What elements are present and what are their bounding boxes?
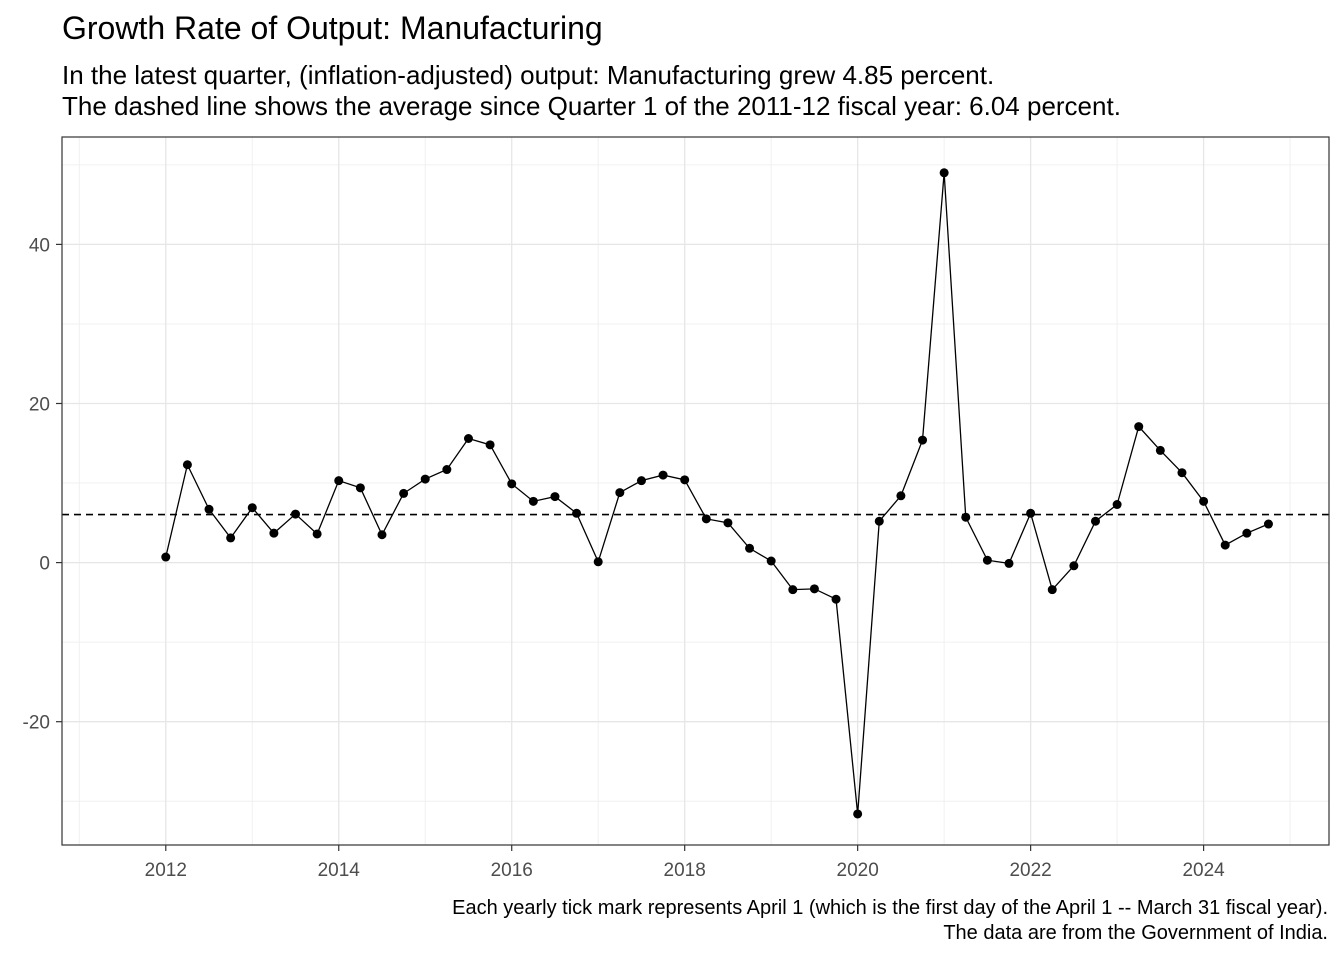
data-point [485, 440, 495, 450]
y-tick-label: 40 [29, 235, 50, 256]
data-point [745, 543, 755, 553]
plot-panel-border [61, 136, 1330, 846]
data-point [269, 528, 279, 538]
data-point [809, 584, 819, 594]
data-point [723, 518, 733, 528]
data-point [1242, 528, 1252, 538]
data-point [1220, 540, 1230, 550]
data-point [1112, 500, 1122, 510]
data-point [528, 496, 538, 506]
data-point [312, 529, 322, 539]
data-point [355, 483, 365, 493]
chart-subtitle-line2: The dashed line shows the average since … [62, 91, 1121, 121]
data-point [1134, 422, 1144, 432]
data-point [1004, 558, 1014, 568]
data-point [788, 585, 798, 595]
caption-line2: The data are from the Government of Indi… [943, 922, 1328, 944]
data-point [463, 433, 473, 443]
data-point [982, 555, 992, 565]
data-point [1177, 468, 1187, 478]
y-tick-label: -20 [23, 713, 50, 734]
data-point [399, 488, 409, 498]
data-point [939, 168, 949, 178]
data-point [701, 514, 711, 524]
chart-title: Growth Rate of Output: Manufacturing [62, 10, 603, 46]
x-tick-label: 2018 [664, 860, 706, 881]
data-point [831, 594, 841, 604]
data-point [636, 476, 646, 486]
data-point [918, 435, 928, 445]
data-point [1047, 585, 1057, 595]
x-tick-label: 2022 [1009, 860, 1051, 881]
data-point [896, 491, 906, 501]
series-layer [161, 168, 1273, 819]
chart-subtitle-line1: In the latest quarter, (inflation-adjust… [62, 60, 995, 90]
series-line [165, 172, 1269, 815]
data-point [377, 530, 387, 540]
data-point [1263, 519, 1273, 529]
data-point [161, 552, 171, 562]
data-point [853, 809, 863, 819]
data-point [247, 503, 257, 513]
data-point [1199, 496, 1209, 506]
data-point [1069, 561, 1079, 571]
data-point [1155, 445, 1165, 455]
data-point [550, 492, 560, 502]
x-tick-label: 2020 [837, 860, 879, 881]
data-point [334, 476, 344, 486]
data-point [442, 465, 452, 475]
major-gridlines [62, 137, 1329, 845]
data-point [572, 508, 582, 518]
data-point [1090, 516, 1100, 526]
data-point [680, 475, 690, 485]
data-point [766, 556, 776, 566]
data-point [1026, 508, 1036, 518]
data-point [291, 509, 301, 519]
data-point [658, 470, 668, 480]
axes-layer: 2012 2014 2016 2018 2020 2022 2024 -20 0 20 40 [23, 235, 1226, 881]
caption-line1: Each yearly tick mark represents April 1… [452, 897, 1328, 919]
data-point [593, 557, 603, 567]
data-point [874, 516, 884, 526]
x-tick-label: 2012 [145, 860, 187, 881]
data-point [204, 504, 214, 514]
data-point [226, 533, 236, 543]
minor-gridlines [62, 137, 1329, 845]
y-tick-label: 0 [39, 554, 50, 575]
data-point [420, 474, 430, 484]
x-tick-label: 2014 [318, 860, 361, 881]
x-tick-label: 2016 [491, 860, 533, 881]
data-point [615, 488, 625, 498]
data-point [507, 479, 517, 489]
x-tick-label: 2024 [1182, 860, 1225, 881]
data-point [961, 512, 971, 522]
data-point [182, 460, 192, 470]
y-tick-label: 20 [29, 394, 50, 415]
